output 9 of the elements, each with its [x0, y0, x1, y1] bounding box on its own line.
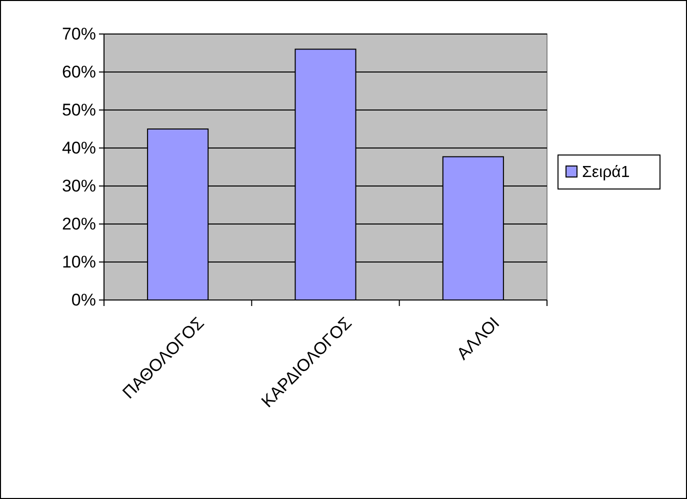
y-tick-label: 60%: [62, 62, 96, 82]
y-tick-label: 50%: [62, 100, 96, 120]
y-tick-label: 20%: [62, 214, 96, 234]
legend-label: Σειρά1: [582, 164, 630, 181]
y-tick-label: 40%: [62, 138, 96, 158]
y-tick-label: 0%: [71, 290, 96, 310]
y-tick-label: 10%: [62, 252, 96, 272]
y-tick-label: 30%: [62, 176, 96, 196]
y-tick-label: 70%: [62, 24, 96, 44]
